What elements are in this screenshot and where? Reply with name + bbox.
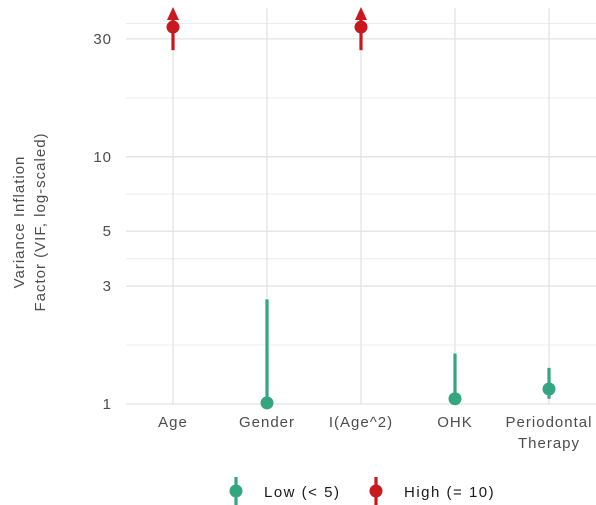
y-tick-label: 30 [93,31,112,48]
y-tick-label: 5 [103,223,112,240]
legend-key-point [369,484,383,498]
legend: Low (< 5) High (= 10) [229,477,495,505]
y-tick-label: 10 [93,149,112,166]
x-tick-label-gender: Gender [239,414,295,431]
ci-arrow-age [167,7,179,20]
legend-key-point [229,484,243,498]
y-axis-title: Variance Inflation Factor (VIF, log-scal… [11,132,49,311]
x-tick-label-line: Gender [239,414,295,431]
point-age [166,20,180,34]
legend-item-high: High (= 10) [369,477,495,505]
x-tick-label-line: Age [158,414,188,431]
y-axis: 1 3 5 10 30 [93,31,112,413]
point-periodontal-therapy [542,382,556,396]
x-tick-label-age: Age [158,414,188,431]
x-tick-label-line: Therapy [518,435,580,452]
y-tick-label: 3 [103,278,112,295]
y-axis-title-line-1: Variance Inflation [11,156,28,289]
y-axis-title-line-2: Factor (VIF, log-scaled) [32,132,49,311]
grid [126,8,596,405]
x-tick-label-line: Periodontal [506,414,593,431]
legend-item-low: Low (< 5) [229,477,340,505]
data-marks [166,7,556,410]
point-ohk [448,392,462,406]
point-i-age-2 [354,20,368,34]
legend-label: Low (< 5) [264,484,340,501]
x-tick-label-ohk: OHK [437,414,473,431]
x-tick-label-line: I(Age^2) [329,414,393,431]
y-tick-label: 1 [103,396,112,413]
x-tick-label-i-age-2: I(Age^2) [329,414,393,431]
x-tick-label-periodontal-therapy: Periodontal Therapy [506,414,593,452]
legend-label: High (= 10) [404,484,495,501]
x-tick-label-line: OHK [437,414,473,431]
point-gender [260,396,274,410]
ci-arrow-i-age-2 [355,7,367,20]
x-axis: Age Gender I(Age^2) OHK Periodontal Therapy [158,414,593,452]
